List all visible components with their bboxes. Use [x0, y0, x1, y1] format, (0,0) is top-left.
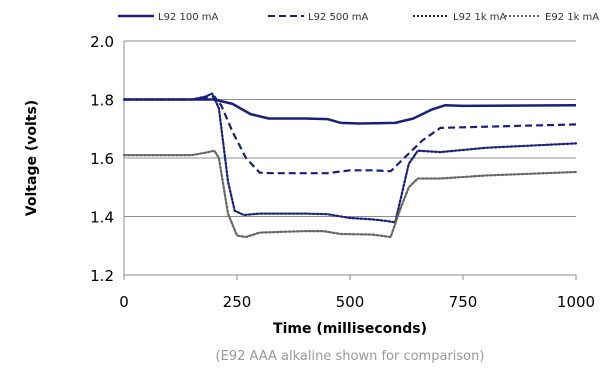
- chart-caption: (E92 AAA alkaline shown for comparison): [215, 349, 485, 364]
- x-axis-title: Time (milliseconds): [273, 321, 427, 337]
- y-tick-label: 1.8: [90, 92, 114, 110]
- legend-label: L92 500 mA: [308, 12, 368, 23]
- series-line-l92-1k-ma: [122, 92, 578, 224]
- series-line-e92-1k-ma: [122, 149, 578, 239]
- y-tick-label: 1.6: [90, 150, 114, 168]
- series-line-l92-500-ma: [124, 95, 577, 175]
- x-tick-label: 500: [336, 293, 365, 311]
- legend-label: L92 100 mA: [158, 12, 218, 23]
- x-tick-label: 0: [119, 293, 129, 311]
- legend-label: L92 1k mA: [453, 12, 507, 23]
- x-tick-label: 1000: [557, 293, 595, 311]
- legend-label: E92 1k mA: [545, 12, 599, 23]
- x-tick-label: 750: [449, 293, 478, 311]
- y-tick-label: 1.2: [90, 267, 114, 285]
- y-tick-label: 1.4: [90, 209, 114, 227]
- x-tick-label: 250: [223, 293, 252, 311]
- y-axis-title: Voltage (volts): [24, 100, 40, 216]
- y-tick-label: 2.0: [90, 33, 114, 51]
- series-line-l92-100-ma: [124, 98, 577, 125]
- legend: L92 100 mA L92 500 mA L92 1k mA E92 1k mA: [118, 12, 599, 23]
